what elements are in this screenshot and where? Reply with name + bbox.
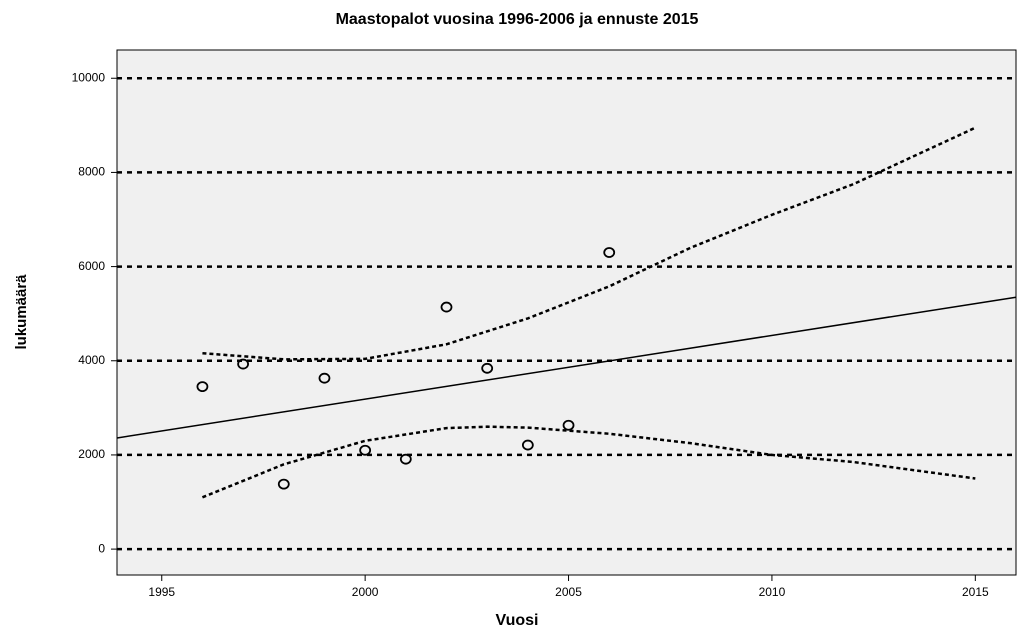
- confidence-line: [202, 126, 976, 361]
- x-tick-label: 1995: [148, 585, 175, 599]
- point: [277, 478, 290, 490]
- point: [562, 419, 575, 431]
- point: [481, 362, 494, 374]
- point: [196, 381, 209, 393]
- y-axis-label: lukumäärä: [13, 274, 30, 350]
- y-tick-label: 2000: [78, 447, 105, 461]
- x-tick-label: 2015: [962, 585, 989, 599]
- x-tick-label: 2005: [555, 585, 582, 599]
- point: [521, 439, 534, 451]
- y-tick-label: 4000: [78, 353, 105, 367]
- x-tick-label: 2010: [759, 585, 786, 599]
- y-tick-label: 6000: [78, 259, 105, 273]
- y-tick-label: 8000: [78, 165, 105, 179]
- point: [237, 358, 250, 370]
- y-tick-label: 10000: [72, 70, 106, 84]
- x-axis-label: Vuosi: [496, 612, 539, 629]
- point: [359, 444, 372, 456]
- x-tick-label: 2000: [352, 585, 379, 599]
- chart-title: Maastopalot vuosina 1996-2006 ja ennuste…: [336, 11, 699, 28]
- y-tick-label: 0: [98, 541, 105, 555]
- point: [440, 301, 453, 313]
- point: [318, 372, 331, 384]
- fit-line: [116, 296, 1017, 439]
- point: [603, 247, 616, 258]
- point: [399, 453, 412, 465]
- confidence-line: [201, 425, 976, 499]
- plot-area: [116, 49, 1017, 576]
